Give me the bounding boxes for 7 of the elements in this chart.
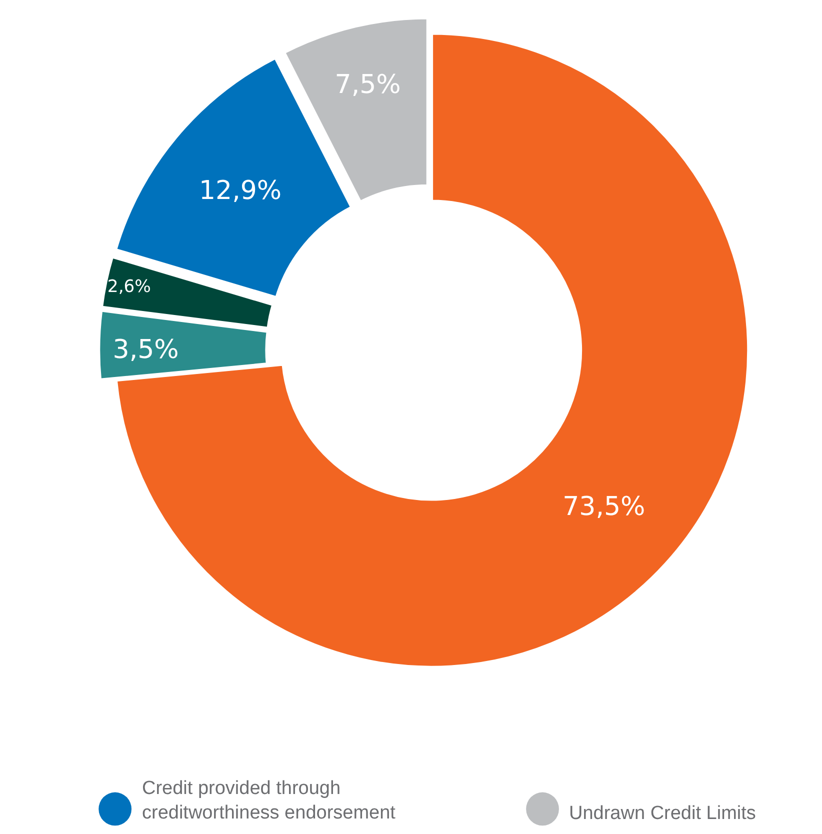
data-label: 3,5%	[112, 335, 179, 366]
legend-label: Undrawn Credit Limits	[569, 803, 756, 824]
data-label: 73,5%	[562, 492, 646, 522]
data-label: 2,6%	[107, 276, 151, 297]
data-label: 7,5%	[334, 70, 401, 100]
legend-label: Credit provided through creditworthiness endorsement	[142, 778, 396, 824]
data-label: 12,9%	[198, 176, 282, 206]
